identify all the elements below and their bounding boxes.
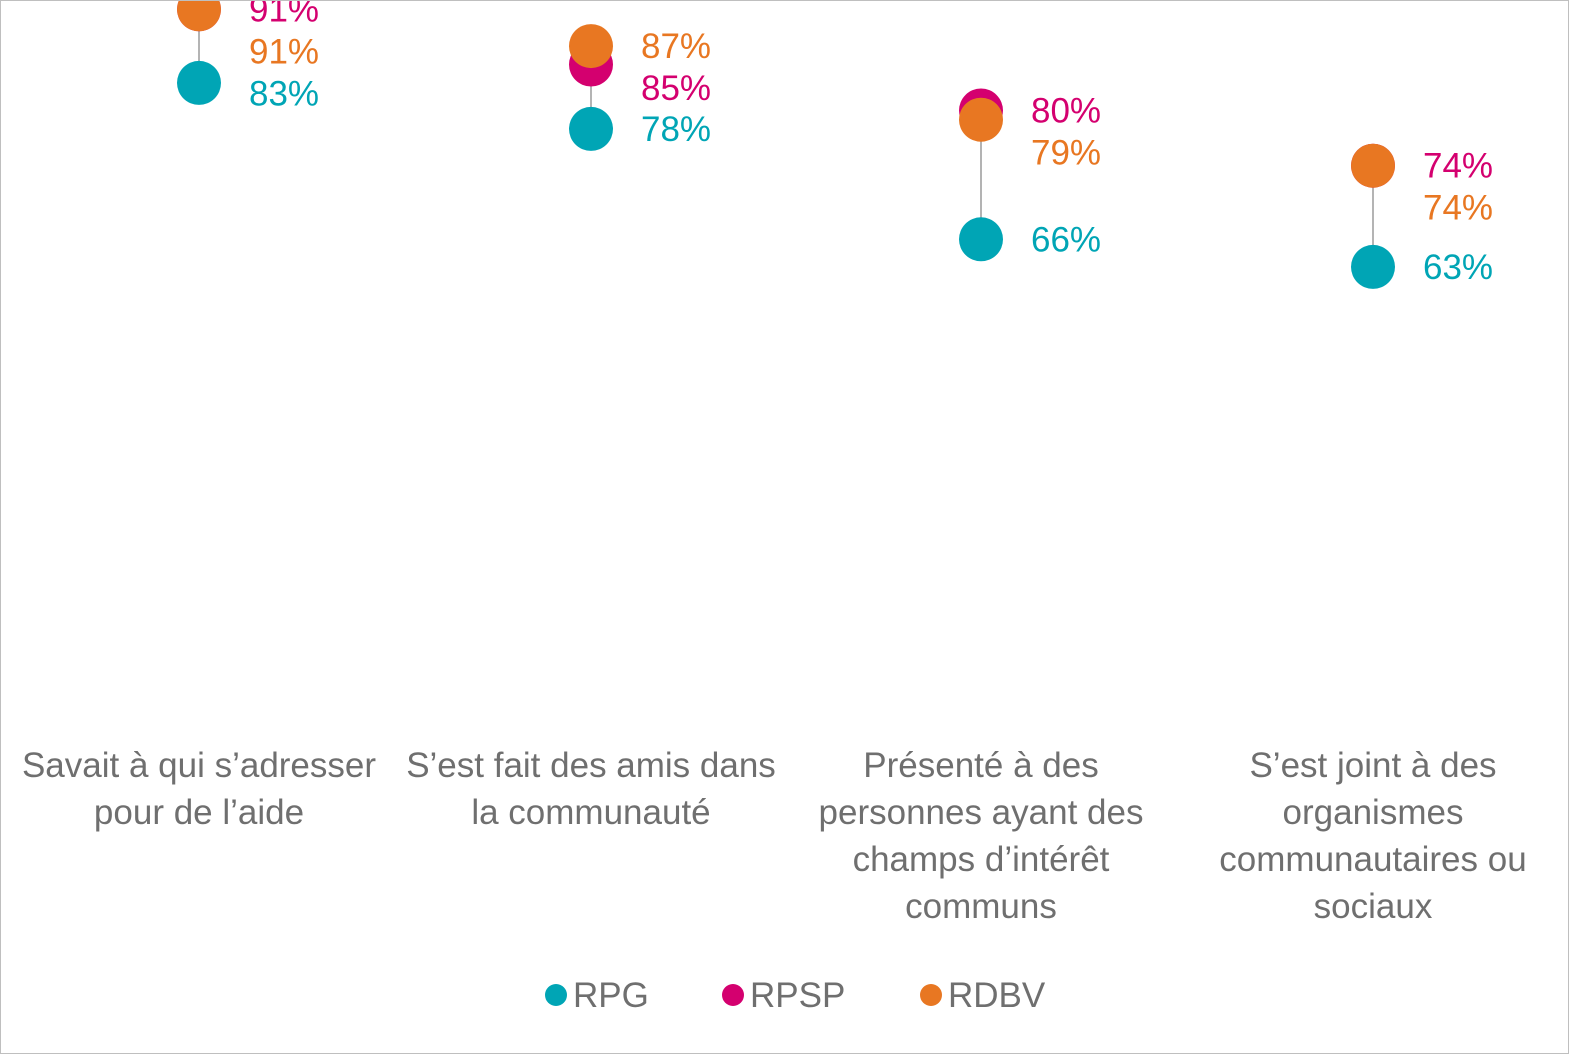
value-label-rpsp-4: 74%	[1423, 147, 1493, 186]
value-label-rpsp-3: 80%	[1031, 92, 1101, 131]
value-label-rpg-2: 78%	[641, 110, 711, 149]
value-label-rpsp-2: 85%	[641, 69, 711, 108]
legend-marker-rpg	[545, 984, 567, 1006]
category-label-4-line-4: sociaux	[1314, 887, 1433, 926]
connector-lines	[198, 9, 1374, 267]
value-label-rdbv-4: 74%	[1423, 189, 1493, 228]
category-label-3-line-4: communs	[905, 887, 1057, 926]
legend-label-rpsp: RPSP	[750, 976, 845, 1015]
legend-label-rdbv: RDBV	[948, 976, 1046, 1015]
point-rdbv-2	[569, 24, 613, 69]
category-labels: Savait à qui s’adresser pour de l’aide S’e…	[22, 746, 1527, 926]
category-label-4-line-3: communautaires ou	[1219, 840, 1526, 879]
value-label-rdbv-3: 79%	[1031, 134, 1101, 173]
value-label-rpg-3: 66%	[1031, 220, 1101, 259]
category-label-1-line-2: pour de l’aide	[94, 793, 304, 832]
value-label-rdbv-1: 91%	[249, 32, 319, 71]
point-rpg-3	[959, 217, 1003, 262]
data-points	[177, 1, 1395, 289]
legend-marker-rdbv	[920, 984, 942, 1006]
category-label-4-line-2: organismes	[1283, 793, 1464, 832]
category-label-2-line-2: la communauté	[471, 793, 710, 832]
point-rpg-4	[1351, 244, 1395, 289]
category-label-1-line-1: Savait à qui s’adresser	[22, 746, 376, 785]
legend-marker-rpsp	[722, 984, 744, 1006]
category-label-3-line-2: personnes ayant des	[819, 793, 1144, 832]
point-rdbv-3	[959, 97, 1003, 142]
point-rdbv-1	[177, 1, 221, 32]
category-label-3-line-3: champs d’intérêt	[853, 840, 1110, 879]
point-rpg-2	[569, 106, 613, 151]
value-label-rpg-4: 63%	[1423, 248, 1493, 287]
point-rpg-1	[177, 60, 221, 105]
value-label-rpsp-1: 91%	[249, 1, 319, 29]
legend-label-rpg: RPG	[573, 976, 649, 1015]
value-label-rdbv-2: 87%	[641, 27, 711, 66]
legend: RPG RPSP RDBV	[545, 976, 1046, 1015]
value-label-rpg-1: 83%	[249, 74, 319, 113]
point-rdbv-4	[1351, 143, 1395, 188]
category-label-3-line-1: Présenté à des	[863, 746, 1098, 785]
data-labels: 91%91%83%87%85%78% 80%79%66%74%74%63%	[249, 1, 1493, 287]
category-label-2-line-1: S’est fait des amis dans	[406, 746, 776, 785]
category-label-4-line-1: S’est joint à des	[1249, 746, 1496, 785]
